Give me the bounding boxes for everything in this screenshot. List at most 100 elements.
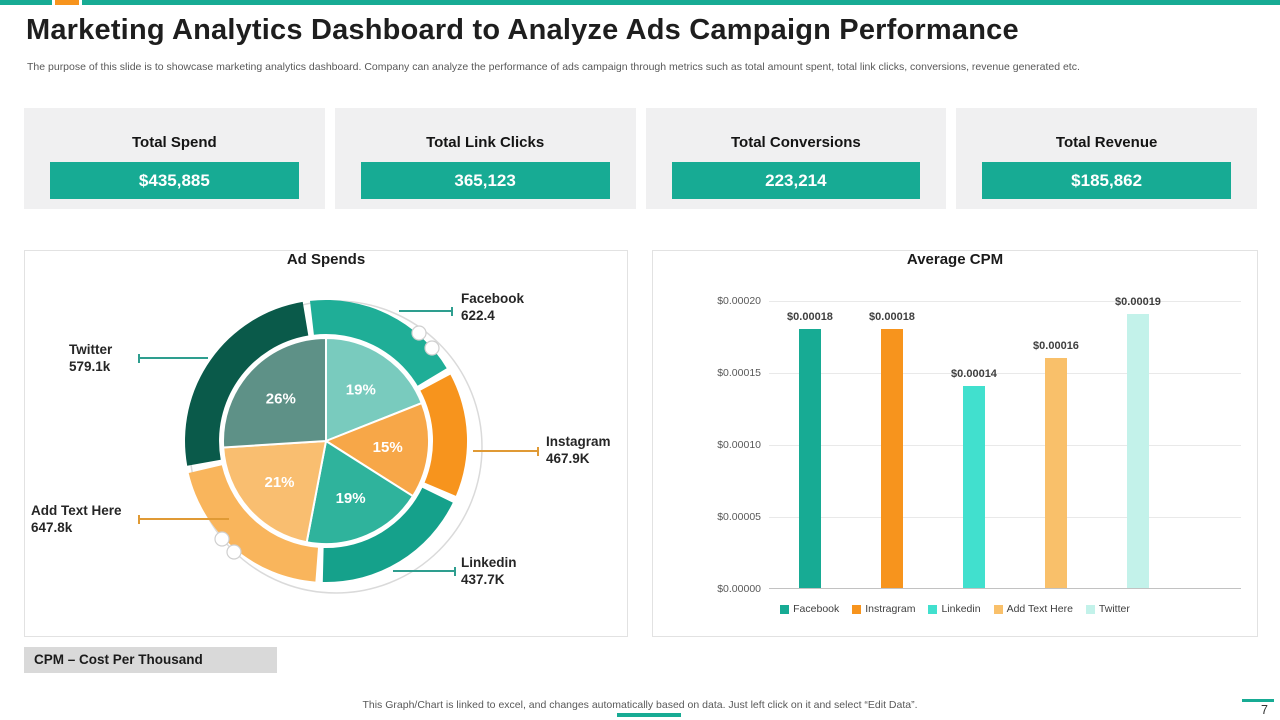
legend-label: Twitter [1098,603,1130,615]
legend-label: Facebook [793,603,840,615]
bar-add-text-here[interactable] [1045,357,1067,588]
top-border [0,0,1280,5]
cpm-note: CPM – Cost Per Thousand [24,647,277,673]
kpi-value: $185,862 [982,162,1231,199]
gridline [769,445,1241,446]
bar-value-label: $0.00014 [951,368,997,381]
kpi-label: Total Link Clicks [426,134,545,151]
facebook-leader-line [399,306,453,316]
bar-slot-twitter: $0.00019 [1097,296,1179,588]
pie-callout-value: 622.4 [461,308,495,323]
bar-slot-facebook: $0.00018 [769,300,851,588]
instagram-leader-line [473,446,539,456]
legend-item-instragram: Instragram [852,603,915,615]
legend-marker-icon [852,604,862,614]
legend-item-linkedin: Linkedin [928,603,981,615]
bar-chart-plot: $0.00018 $0.00018 $0.00014 $0.00016 $0.00019 [769,296,1241,589]
legend-label: Add Text Here [1006,603,1073,615]
pie-percent-label: 19% [346,382,376,399]
kpi-card-total-conversions: Total Conversions 223,214 [645,108,947,209]
bar-slot-linkedin: $0.00014 [933,300,1015,588]
pie-callout-label: Instagram [546,434,611,449]
legend-label: Instragram [865,603,916,615]
pie-callout-value: 467.9K [546,451,590,466]
page-title: Marketing Analytics Dashboard to Analyze… [26,14,1019,46]
pie-decoration-circle [424,340,440,356]
linkedin-leader-line [393,566,456,576]
kpi-label: Total Spend [132,134,217,151]
y-axis-tick-label: $0.00000 [717,583,761,595]
pie-ring-twitter [185,301,309,466]
legend-marker-icon [993,604,1003,614]
pie-percent-label: 26% [266,391,296,408]
legend-marker-icon [928,604,938,614]
kpi-value: 365,123 [360,162,610,199]
ad-spends-pie-chart[interactable]: 19% 15% 19% 21% 26% [25,251,627,636]
kpi-row: Total Spend $435,885 Total Link Clicks 3… [24,108,1257,209]
pie-percent-label: 21% [264,474,294,491]
pie-ring-instagram [420,374,468,496]
legend-item-add-text-here: Add Text Here [993,603,1073,615]
pie-slice-instagram[interactable] [323,401,431,498]
add-text-here-leader-line [138,514,229,524]
bar-value-label: $0.00016 [1033,339,1079,352]
y-axis-tick-label: $0.00005 [717,511,761,523]
pie-decoration-circle [226,544,242,560]
gridline [769,517,1241,518]
top-border-accent [52,0,82,5]
pie-callout-twitter: Twitter 579.1k [69,341,112,375]
legend-label: Linkedin [941,603,981,615]
bar-chart-title: Average CPM [906,251,1004,268]
pie-callout-value: 647.8k [31,520,73,535]
average-cpm-chart-panel[interactable]: Average CPM $0.00020 $0.00015 $0.00010 $0.0… [652,250,1258,637]
legend-marker-icon [780,604,790,614]
pie-callout-value: 437.7K [461,572,505,587]
page-subtitle: The purpose of this slide is to showcase… [27,61,1080,73]
pie-callout-linkedin: Linkedin 437.7K [461,554,517,588]
legend-item-twitter: Twitter [1085,603,1130,615]
pie-ring-linkedin [322,487,453,583]
pie-callout-value: 579.1k [69,359,111,374]
pie-slice-twitter[interactable] [222,336,327,449]
kpi-card-total-spend: Total Spend $435,885 [24,108,325,209]
pie-callout-label: Twitter [69,342,113,357]
bar-twitter[interactable] [1127,314,1149,588]
bar-linkedin[interactable] [963,386,985,588]
y-axis-tick-label: $0.00020 [717,295,761,307]
gridline [769,373,1241,374]
kpi-label: Total Conversions [731,134,861,151]
bar-chart-legend: Facebook Instragram Linkedin Add Text Here T… [653,603,1257,615]
y-axis-tick-label: $0.00010 [717,439,761,451]
legend-item-facebook: Facebook [780,603,839,615]
pie-callout-label: Add Text Here [31,503,122,518]
bar-facebook[interactable] [799,328,821,588]
pie-decoration-circle [214,531,230,547]
pie-callout-label: Linkedin [461,555,517,570]
pie-percent-label: 15% [373,439,403,456]
pie-decoration-circle [411,325,427,341]
footer-accent-line [617,713,681,717]
pie-callout-facebook: Facebook 622.4 [461,290,524,324]
pie-chart-title: Ad Spends [286,251,366,268]
pie-slice-add-text-here[interactable] [222,439,328,544]
bar-slot-instragram: $0.00018 [851,300,933,588]
bar-slot-add-text-here: $0.00016 [1015,300,1097,588]
bar-instragram[interactable] [881,328,903,588]
bar-value-label: $0.00018 [787,310,833,323]
footer-note: This Graph/Chart is linked to excel, and… [362,699,918,711]
kpi-card-total-revenue: Total Revenue $185,862 [956,108,1257,209]
page-number: 7 [1242,699,1274,717]
kpi-label: Total Revenue [1055,134,1158,151]
ad-spends-chart-panel[interactable]: Ad Spends 19% 15% 19% 21% 26% Facebook 622.4… [24,250,628,637]
pie-slice-linkedin[interactable] [305,439,415,545]
bar-value-label: $0.00018 [869,310,915,323]
pie-ring-add-text-here [188,465,318,582]
pie-slice-facebook[interactable] [325,336,424,443]
pie-callout-label: Facebook [461,291,525,306]
kpi-value: 223,214 [671,162,921,199]
pie-ring-facebook [310,299,447,386]
bar-value-label: $0.00019 [1115,296,1161,309]
pie-callout-add-text-here: Add Text Here 647.8k [31,502,122,536]
legend-marker-icon [1085,604,1095,614]
